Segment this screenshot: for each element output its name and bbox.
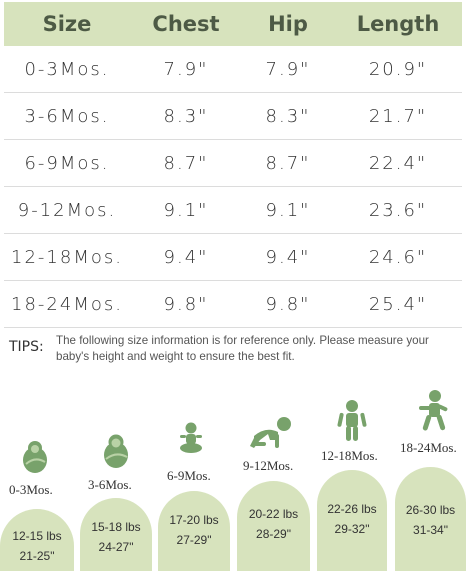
cell-length: 20.9" — [368, 58, 428, 80]
stage-weight: 22-26 lbs — [327, 502, 377, 516]
table-row: 18-24Mos. 9.8" 9.8" 25.4" — [4, 281, 462, 328]
cell-length: 21.7" — [368, 105, 428, 127]
stage-pillar: 12-15 lbs 21-25" — [0, 509, 74, 571]
stage-height: 21-25" — [19, 549, 55, 563]
size-chart-table: Size Chest Hip Length 0-3Mos. 7.9" 7.9" … — [4, 2, 462, 328]
cell-length: 25.4" — [368, 293, 428, 315]
header-hip: Hip — [268, 12, 308, 36]
cell-chest: 8.3" — [163, 105, 209, 127]
sitting-baby-icon — [178, 422, 204, 459]
crawling-baby-icon — [248, 416, 292, 455]
table-header: Size Chest Hip Length — [4, 2, 462, 46]
standing-toddler-icon — [337, 400, 367, 447]
stage-age-label: 9-12Mos. — [243, 458, 294, 473]
cell-hip: 7.9" — [265, 58, 311, 80]
stage-weight: 26-30 lbs — [405, 503, 456, 517]
cell-chest: 8.7" — [163, 152, 209, 174]
cell-size: 9-12Mos. — [17, 199, 117, 221]
stage-height: 31-34" — [413, 523, 448, 537]
stage-weight: 17-20 lbs — [169, 513, 219, 527]
table-row: 9-12Mos. 9.1" 9.1" 23.6" — [4, 187, 462, 234]
cell-length: 23.6" — [368, 199, 428, 221]
swaddled-baby-icon — [101, 433, 131, 474]
stage-pillar: 15-18 lbs 24-27" — [80, 498, 152, 571]
tips-text: The following size information is for re… — [56, 334, 429, 363]
stage-pillar: 17-20 lbs 27-29" — [158, 491, 230, 571]
cell-hip: 9.8" — [265, 293, 311, 315]
stage-age-label: 18-24Mos. — [400, 440, 457, 455]
cell-hip: 9.4" — [265, 246, 311, 268]
header-length: Length — [356, 12, 440, 36]
stage-weight: 15-18 lbs — [91, 520, 141, 534]
table-row: 3-6Mos. 8.3" 8.3" 21.7" — [4, 93, 462, 140]
walking-toddler-icon — [417, 390, 451, 439]
stage-age-label: 3-6Mos. — [88, 477, 132, 492]
stage-height: 28-29" — [256, 527, 291, 541]
stage-height: 27-29" — [176, 533, 212, 547]
cell-size: 0-3Mos. — [24, 58, 110, 80]
cell-size: 12-18Mos. — [11, 246, 123, 268]
table-row: 0-3Mos. 7.9" 7.9" 20.9" — [4, 46, 462, 93]
table-row: 6-9Mos. 8.7" 8.7" 22.4" — [4, 140, 462, 187]
cell-size: 3-6Mos. — [24, 105, 110, 127]
cell-chest: 9.4" — [163, 246, 209, 268]
cell-hip: 8.3" — [265, 105, 311, 127]
cell-length: 24.6" — [368, 246, 428, 268]
header-chest: Chest — [152, 12, 220, 36]
stage-pillar: 26-30 lbs 31-34" — [395, 467, 466, 571]
stage-height: 24-27" — [98, 540, 134, 554]
cell-length: 22.4" — [368, 152, 428, 174]
table-row: 12-18Mos. 9.4" 9.4" 24.6" — [4, 234, 462, 281]
stage-age-label: 0-3Mos. — [9, 482, 53, 497]
swaddled-baby-icon — [21, 440, 49, 479]
stage-age-label: 6-9Mos. — [167, 468, 211, 483]
stage-height: 29-32" — [334, 522, 370, 536]
cell-chest: 7.9" — [163, 58, 209, 80]
stage-pillar: 22-26 lbs 29-32" — [317, 470, 387, 571]
cell-size: 6-9Mos. — [24, 152, 110, 174]
stage-age-label: 12-18Mos. — [321, 448, 378, 463]
cell-chest: 9.1" — [163, 199, 209, 221]
cell-hip: 8.7" — [265, 152, 311, 174]
header-size: Size — [42, 12, 92, 36]
stage-weight: 12-15 lbs — [12, 529, 62, 543]
cell-size: 18-24Mos. — [11, 293, 123, 315]
stage-pillar: 20-22 lbs 28-29" — [237, 481, 310, 571]
stage-weight: 20-22 lbs — [248, 507, 299, 521]
growth-stages: 0-3Mos. 12-15 lbs 21-25" 3-6Mos. 15-18 l… — [0, 390, 466, 571]
cell-hip: 9.1" — [265, 199, 311, 221]
tips-label: TIPS: — [9, 339, 44, 355]
cell-chest: 9.8" — [163, 293, 209, 315]
